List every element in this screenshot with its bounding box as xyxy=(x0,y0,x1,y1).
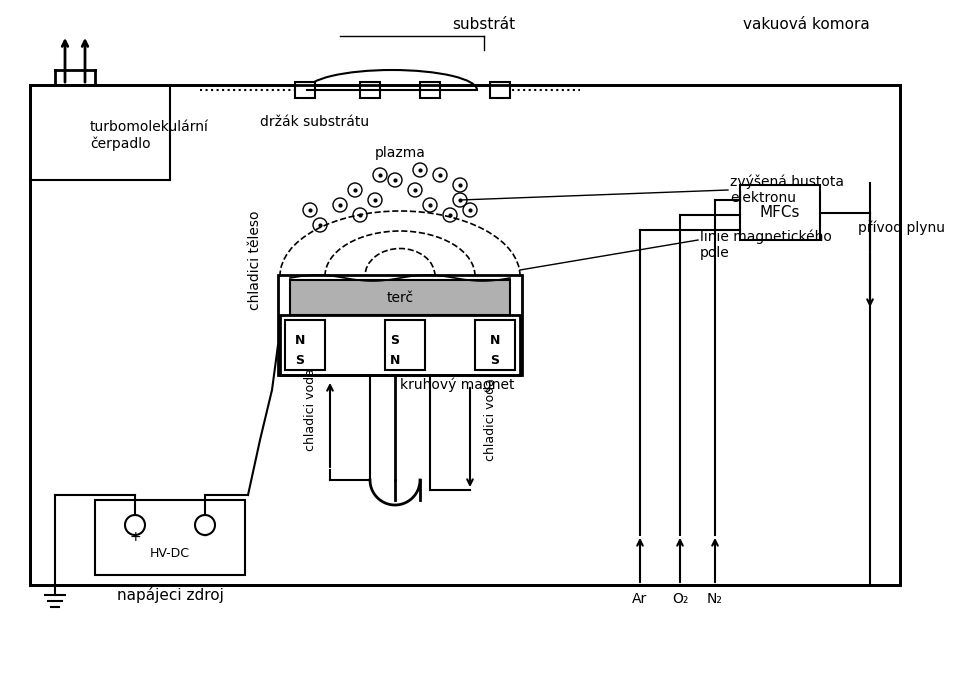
Text: chladici voda: chladici voda xyxy=(304,369,317,452)
Bar xyxy=(490,82,510,98)
Text: napájeci zdroj: napájeci zdroj xyxy=(116,587,224,603)
Text: S: S xyxy=(390,333,399,347)
Text: vakuová komora: vakuová komora xyxy=(743,17,870,32)
Text: +: + xyxy=(129,530,140,544)
Text: substrát: substrát xyxy=(452,17,516,32)
Text: MFCs: MFCs xyxy=(760,205,801,220)
Bar xyxy=(290,280,510,315)
Text: zvýšená hustota
elektronu: zvýšená hustota elektronu xyxy=(730,175,844,205)
Text: N: N xyxy=(295,333,305,347)
Text: plazma: plazma xyxy=(375,146,426,160)
Text: N: N xyxy=(390,354,401,367)
Text: terč: terč xyxy=(386,290,413,305)
Text: držák substrátu: držák substrátu xyxy=(260,115,369,129)
Bar xyxy=(475,320,515,370)
Text: chladici voda: chladici voda xyxy=(483,379,497,462)
Bar xyxy=(278,275,522,375)
Bar xyxy=(360,82,380,98)
Text: přívod plynu: přívod plynu xyxy=(858,221,945,235)
Text: chladici těleso: chladici těleso xyxy=(248,210,262,310)
Bar xyxy=(740,185,820,240)
Text: N: N xyxy=(490,333,500,347)
Bar xyxy=(420,82,440,98)
Bar xyxy=(30,85,900,585)
Text: linie magnetického
pole: linie magnetického pole xyxy=(700,230,832,260)
Text: -: - xyxy=(202,530,207,544)
Text: S: S xyxy=(295,354,304,367)
Text: Ar: Ar xyxy=(632,592,648,606)
Bar xyxy=(280,315,520,375)
Bar xyxy=(95,500,245,575)
Text: O₂: O₂ xyxy=(672,592,688,606)
Bar xyxy=(285,320,325,370)
Bar xyxy=(385,320,425,370)
Text: turbomolekulární
čerpadlo: turbomolekulární čerpadlo xyxy=(90,120,209,151)
Text: HV-DC: HV-DC xyxy=(150,547,190,560)
Text: kruhový magnet: kruhový magnet xyxy=(400,378,515,392)
Bar xyxy=(295,82,315,98)
Text: N₂: N₂ xyxy=(707,592,723,606)
Text: S: S xyxy=(490,354,499,367)
